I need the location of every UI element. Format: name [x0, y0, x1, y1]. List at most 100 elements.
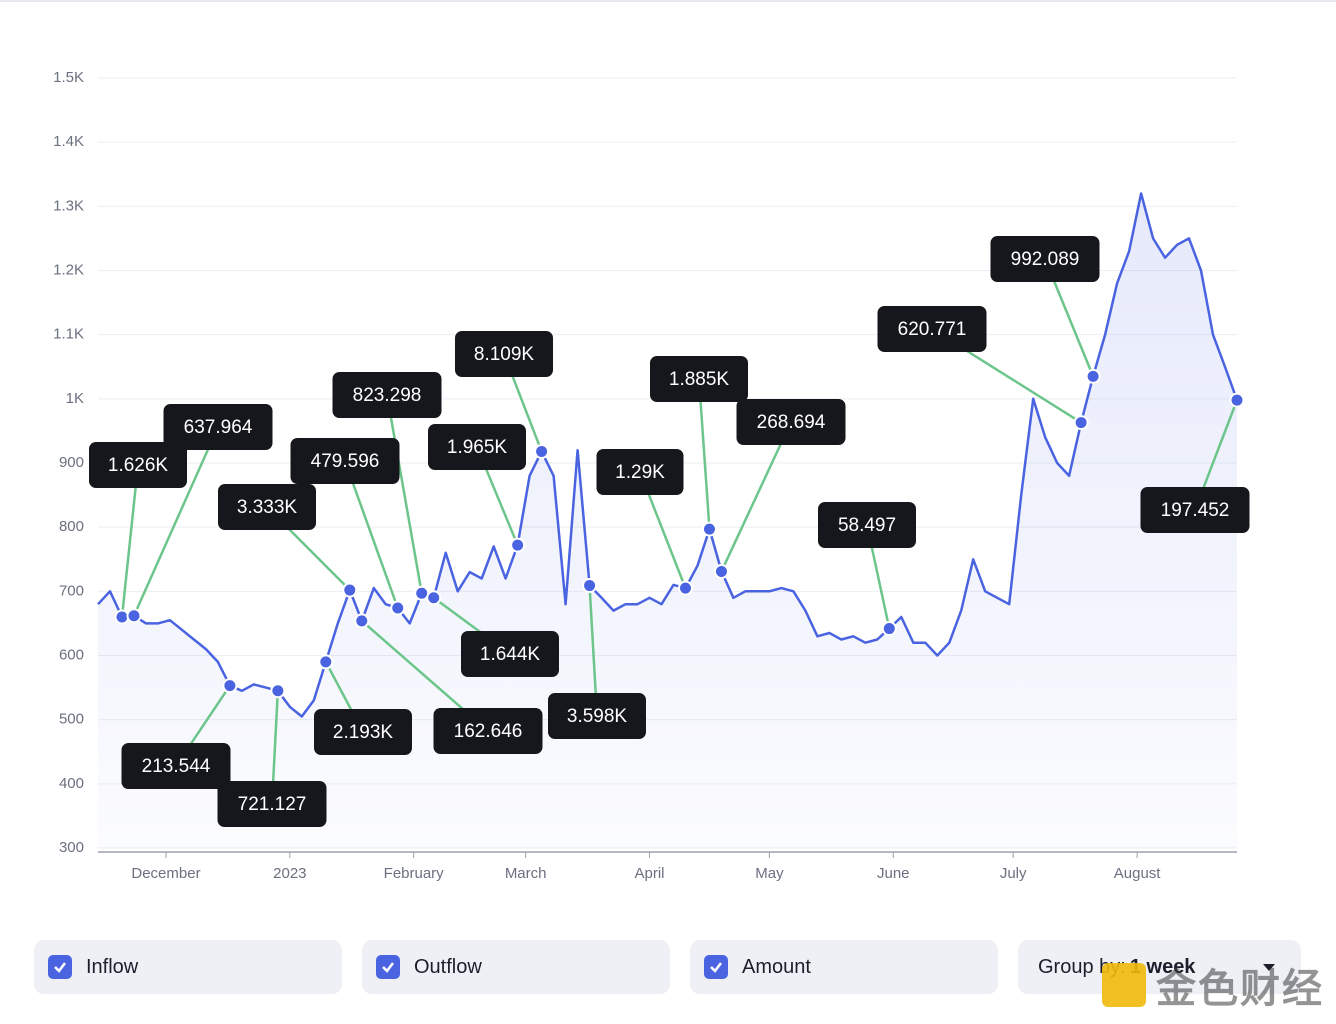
x-tick-label: April	[635, 865, 665, 882]
y-tick-label: 700	[59, 582, 84, 599]
callout-box	[877, 306, 987, 352]
callout-box	[290, 438, 400, 484]
annotation-marker	[390, 600, 406, 616]
callout-box	[461, 631, 559, 677]
x-tick-label: March	[505, 865, 547, 882]
annotation-marker	[1229, 392, 1245, 408]
callout-label: 213.544	[142, 756, 211, 777]
toggle-label: Amount	[742, 955, 811, 978]
annotation-marker	[126, 608, 142, 624]
y-tick-label: 1.1K	[53, 326, 84, 343]
callout-label: 3.598K	[567, 706, 628, 727]
y-tick-label: 1K	[66, 390, 84, 407]
annotation-marker	[713, 563, 729, 579]
y-tick-label: 1.3K	[53, 197, 84, 214]
annotation-marker	[510, 537, 526, 553]
y-tick-label: 800	[59, 518, 84, 535]
annotation-marker	[270, 683, 286, 699]
callout-box	[314, 709, 412, 755]
callout-box	[1140, 487, 1250, 533]
outflow-toggle[interactable]: Outflow	[362, 940, 670, 994]
x-tick-label: July	[1000, 865, 1027, 882]
area	[98, 193, 1237, 848]
callout-label: 992.089	[1011, 249, 1080, 270]
y-tick-label: 1.2K	[53, 261, 84, 278]
annotations: 1.626K 637.964 213.544 721.127 2.193K 3.333K 1…	[89, 236, 1250, 827]
annotation-marker	[222, 678, 238, 694]
y-tick-label: 1.4K	[53, 133, 84, 150]
callout-label: 2.193K	[333, 722, 394, 743]
annotation-marker	[582, 578, 598, 594]
callout-label: 479.596	[311, 451, 380, 472]
group-by-select[interactable]: Group by: 1 week	[1018, 940, 1301, 994]
callout-label: 637.964	[184, 417, 253, 438]
callout-label: 620.771	[898, 319, 967, 340]
callout-box	[163, 404, 273, 450]
group-by-value: 1 week	[1129, 955, 1196, 978]
checkbox[interactable]	[376, 955, 400, 979]
brand-text: 金色财经	[1156, 967, 1324, 1011]
x-tick-label: June	[877, 865, 910, 882]
callout-label: 58.497	[838, 515, 896, 536]
callout-box	[433, 708, 543, 754]
connector	[697, 378, 711, 530]
inflow-toggle[interactable]: Inflow	[34, 940, 342, 994]
annotation-marker	[354, 613, 370, 629]
annotation-marker	[318, 654, 334, 670]
connector	[132, 426, 220, 617]
checkbox[interactable]	[48, 955, 72, 979]
x-tick-label: February	[384, 865, 445, 882]
callout-box	[455, 331, 553, 377]
callout-label: 1.626K	[108, 455, 169, 476]
callout-box	[596, 449, 684, 495]
callout-box	[818, 502, 916, 548]
callout-box	[990, 236, 1100, 282]
x-tick-label: August	[1114, 865, 1162, 882]
x-tick-label: December	[131, 865, 200, 882]
callout-box	[121, 743, 231, 789]
callout-label: 197.452	[1161, 500, 1230, 521]
callout-box	[650, 356, 748, 402]
toggle-label: Inflow	[86, 955, 139, 978]
annotation-marker	[114, 609, 130, 625]
callout-box	[548, 693, 646, 739]
annotation-marker	[342, 582, 358, 598]
annotation-marker	[677, 580, 693, 596]
annotation-marker	[426, 590, 442, 606]
y-tick-label: 300	[59, 839, 84, 856]
callout-box	[218, 484, 316, 530]
callout-label: 721.127	[238, 794, 307, 815]
annotation-marker	[534, 443, 550, 459]
callout-label: 1.965K	[447, 437, 508, 458]
callout-label: 1.29K	[615, 462, 665, 483]
caret	[1263, 964, 1275, 977]
y-tick-label: 500	[59, 711, 84, 728]
y-tick-label: 400	[59, 775, 84, 792]
line	[97, 192, 1239, 718]
callout-label: 1.885K	[669, 369, 730, 390]
callout-label: 3.333K	[237, 497, 298, 518]
chart: 300 400 500 600 700 800 900 1K 1.1K 1.2K 1.3K 1.4K 1…	[53, 69, 1250, 882]
amount-toggle[interactable]: Amount	[690, 940, 998, 994]
callout-box	[217, 781, 327, 827]
connector	[343, 460, 399, 609]
callout-box	[332, 372, 442, 418]
y-tick-label: 900	[59, 454, 84, 471]
annotation-marker	[701, 521, 717, 537]
callout-box	[89, 442, 187, 488]
checkbox[interactable]	[704, 955, 728, 979]
callout-label: 162.646	[454, 721, 523, 742]
y-tick-label: 600	[59, 646, 84, 663]
toggle-label: Outflow	[414, 955, 482, 978]
x-tick-label: 2023	[273, 865, 306, 882]
callout-label: 823.298	[353, 385, 422, 406]
callout-label: 268.694	[757, 412, 826, 433]
annotation-marker	[881, 621, 897, 637]
connector	[385, 394, 423, 594]
brand-watermark: 金色财经	[1102, 956, 1324, 1014]
y-tick-label: 1.5K	[53, 69, 84, 86]
annotation-marker	[1073, 415, 1089, 431]
connector	[720, 421, 793, 572]
callout-label: 8.109K	[474, 344, 535, 365]
